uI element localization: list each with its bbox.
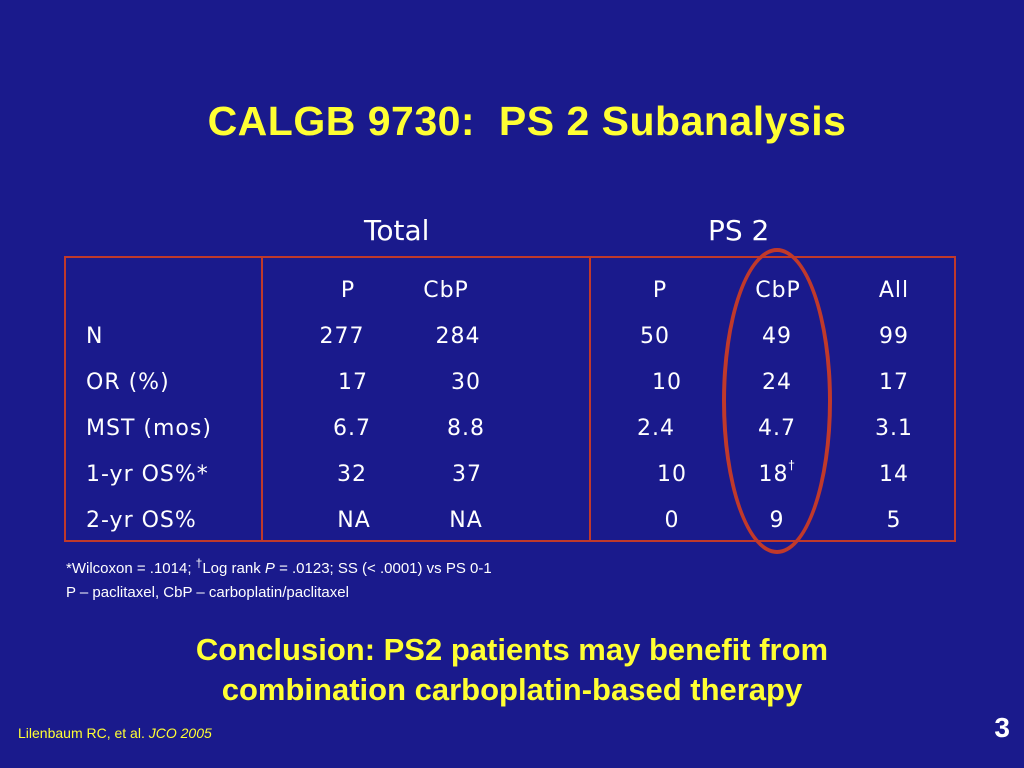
row-label: N	[86, 324, 104, 349]
footnote-part: = .0123; SS (< .0001) vs PS 0-1	[274, 560, 492, 577]
col-header-total-p: P	[340, 278, 356, 303]
table-cell: 99	[879, 324, 909, 349]
table-cell: 37	[452, 462, 482, 487]
conclusion-line-1: Conclusion: PS2 patients may benefit fro…	[195, 632, 829, 667]
conclusion-line-2: combination carboplatin-based therapy	[221, 672, 803, 707]
table-divider-left	[261, 258, 263, 540]
footnote-p-italic: P	[264, 560, 275, 577]
table-cell: 10	[657, 462, 687, 487]
table-cell: 0	[664, 508, 680, 533]
table-cell: NA	[449, 508, 483, 533]
group-header-total: Total	[364, 214, 430, 247]
table-cell: 14	[879, 462, 909, 487]
col-header-ps2-all: All	[878, 278, 910, 303]
highlight-ellipse	[722, 248, 832, 554]
table-cell: 10	[652, 370, 682, 395]
table-cell: 17	[879, 370, 909, 395]
slide-title: CALGB 9730: PS 2 Subanalysis	[207, 98, 847, 144]
results-table	[64, 256, 956, 542]
row-label: OR (%)	[86, 370, 170, 395]
footnote-dagger: †	[195, 556, 203, 570]
footnote-part: Log rank	[202, 560, 265, 577]
page-number: 3	[994, 712, 1010, 743]
row-label: 1-yr OS%*	[86, 462, 209, 487]
table-cell: 3.1	[875, 416, 913, 441]
footnote-part: *Wilcoxon = .1014;	[66, 560, 196, 577]
table-cell: 32	[337, 462, 367, 487]
citation: Lilenbaum RC, et al. JCO 2005	[18, 725, 212, 741]
footnote-abbreviations: P – paclitaxel, CbP – carboplatin/paclit…	[66, 584, 349, 601]
row-label: MST (mos)	[86, 416, 212, 441]
footnote-statistics: *Wilcoxon = .1014; †Log rank P = .0123; …	[66, 556, 492, 577]
table-cell: 2.4	[637, 416, 675, 441]
group-header-ps2: PS 2	[708, 214, 770, 247]
col-header-total-cbp: CbP	[423, 278, 469, 303]
table-cell: 30	[451, 370, 481, 395]
col-header-ps2-p: P	[652, 278, 668, 303]
citation-journal: JCO	[148, 725, 177, 741]
table-cell: 5	[886, 508, 902, 533]
table-cell: NA	[337, 508, 371, 533]
table-cell: 284	[435, 324, 481, 349]
table-cell: 17	[338, 370, 368, 395]
row-label: 2-yr OS%	[86, 508, 197, 533]
citation-authors: Lilenbaum RC, et al.	[18, 725, 149, 741]
table-cell: 6.7	[333, 416, 371, 441]
table-cell: 50	[640, 324, 670, 349]
table-divider-right	[589, 258, 591, 540]
table-cell: 277	[319, 324, 365, 349]
table-cell: 8.8	[447, 416, 485, 441]
citation-year: 2005	[176, 725, 212, 741]
